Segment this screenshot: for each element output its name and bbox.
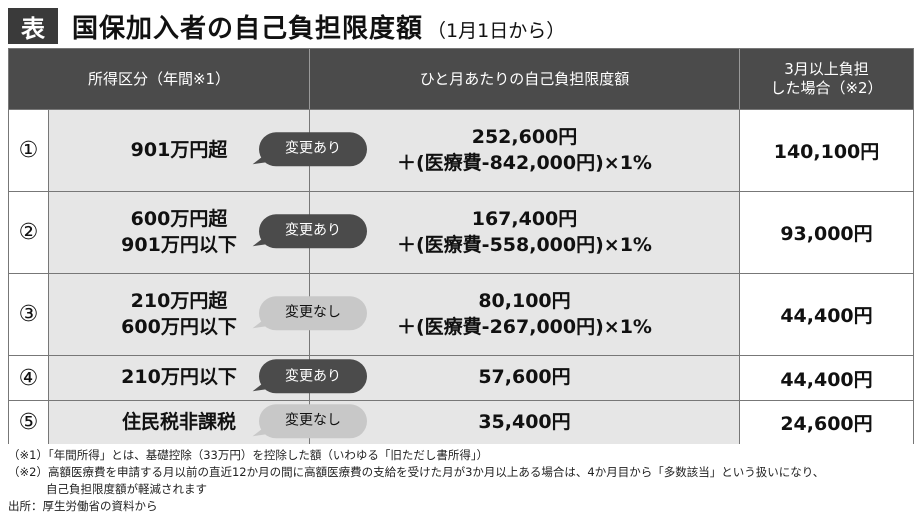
speech-tail-icon bbox=[251, 381, 267, 392]
deductible-table: 所得区分（年間※1） ひと月あたりの自己負担限度額 3月以上負担 した場合（※2… bbox=[8, 48, 914, 444]
income-class-line1: 901万円超 bbox=[130, 138, 228, 161]
income-class-cell: 住民税非課税 変更なし bbox=[49, 401, 367, 444]
change-badge-label: 変更あり bbox=[285, 140, 341, 157]
change-badge: 変更あり bbox=[251, 213, 367, 248]
row-number: ⑤ bbox=[9, 401, 49, 444]
monthly-limit-cell: 167,400円 ＋(医療費-558,000円)×1% bbox=[310, 192, 740, 273]
title-row: 表 国保加入者の自己負担限度額 （1月1日から） bbox=[8, 6, 565, 46]
change-badge-label: 変更あり bbox=[285, 367, 341, 384]
header-multiple-months: 3月以上負担 した場合（※2） bbox=[740, 49, 913, 109]
limit-formula: ＋(医療費-842,000円)×1% bbox=[397, 151, 652, 174]
limit-base: 80,100円 bbox=[478, 289, 571, 312]
monthly-limit-cell: 57,600円 bbox=[310, 356, 740, 400]
speech-tail-icon bbox=[251, 317, 267, 328]
change-badge-label: 変更なし bbox=[285, 304, 341, 321]
income-class-cell: 600万円超 901万円以下 変更あり bbox=[49, 192, 367, 273]
speech-tail-icon bbox=[251, 153, 267, 164]
footnote-2-continued: 自己負担限度額が軽減されます bbox=[46, 482, 207, 496]
footnote-1: （※1）「年間所得」とは、基礎控除（33万円）を控除した額（いわゆる「旧ただし書… bbox=[8, 448, 489, 462]
header-monthly-limit: ひと月あたりの自己負担限度額 bbox=[310, 49, 740, 109]
limit-formula: ＋(医療費-558,000円)×1% bbox=[397, 233, 652, 256]
income-class-line1: 600万円超 bbox=[130, 207, 228, 230]
change-badge: 変更あり bbox=[251, 131, 367, 166]
limit-formula: ＋(医療費-267,000円)×1% bbox=[397, 315, 652, 338]
source-note: 出所：厚生労働省の資料から bbox=[8, 499, 158, 513]
income-class-line2: 901万円以下 bbox=[121, 233, 237, 256]
header-over-line1: 3月以上負担 bbox=[784, 60, 869, 79]
limit-base: 35,400円 bbox=[478, 410, 571, 433]
monthly-limit-cell: 252,600円 ＋(医療費-842,000円)×1% bbox=[310, 110, 740, 191]
income-class-cell: 210万円超 600万円以下 変更なし bbox=[49, 274, 367, 355]
change-badge: 変更あり bbox=[251, 359, 367, 394]
speech-tail-icon bbox=[251, 425, 267, 436]
footnotes: （※1）「年間所得」とは、基礎控除（33万円）を控除した額（いわゆる「旧ただし書… bbox=[8, 447, 914, 515]
change-badge-label: 変更なし bbox=[285, 412, 341, 429]
table-row: ⑤ 住民税非課税 変更なし 35,400円 24,600円 bbox=[9, 401, 913, 444]
multiple-months-cell: 44,400円 bbox=[740, 274, 913, 355]
table-row: ② 600万円超 901万円以下 変更あり 167,400円 ＋(医療費-558… bbox=[9, 192, 913, 274]
table-row: ④ 210万円以下 変更あり 57,600円 44,400円 bbox=[9, 356, 913, 401]
row-number: ① bbox=[9, 110, 49, 191]
table-row: ③ 210万円超 600万円以下 変更なし 80,100円 ＋(医療費-267,… bbox=[9, 274, 913, 356]
limit-base: 167,400円 bbox=[471, 207, 578, 230]
income-class-line1: 210万円以下 bbox=[121, 366, 237, 389]
multiple-months-cell: 93,000円 bbox=[740, 192, 913, 273]
page-title: 国保加入者の自己負担限度額 bbox=[72, 13, 424, 44]
multiple-months-cell: 140,100円 bbox=[740, 110, 913, 191]
change-badge: 変更なし bbox=[251, 403, 367, 438]
table-tag: 表 bbox=[8, 8, 58, 44]
row-number: ③ bbox=[9, 274, 49, 355]
table-row: ① 901万円超 変更あり 252,600円 ＋(医療費-842,000円)×1… bbox=[9, 110, 913, 192]
footnote-2: （※2）高額医療費を申請する月以前の直近12か月の間に高額医療費の支給を受けた月… bbox=[8, 465, 825, 479]
limit-base: 57,600円 bbox=[478, 366, 571, 389]
change-badge: 変更なし bbox=[251, 295, 367, 330]
monthly-limit-cell: 35,400円 bbox=[310, 401, 740, 444]
monthly-limit-cell: 80,100円 ＋(医療費-267,000円)×1% bbox=[310, 274, 740, 355]
row-number: ② bbox=[9, 192, 49, 273]
change-badge-label: 変更あり bbox=[285, 222, 341, 239]
income-class-line2: 600万円以下 bbox=[121, 315, 237, 338]
multiple-months-cell: 44,400円 bbox=[740, 356, 913, 400]
income-class-line1: 210万円超 bbox=[130, 289, 228, 312]
page-subtitle: （1月1日から） bbox=[427, 19, 566, 42]
income-class-line1: 住民税非課税 bbox=[121, 410, 236, 433]
header-income-class: 所得区分（年間※1） bbox=[9, 49, 310, 109]
multiple-months-cell: 24,600円 bbox=[740, 401, 913, 444]
header-over-line2: した場合（※2） bbox=[770, 79, 883, 97]
table-header: 所得区分（年間※1） ひと月あたりの自己負担限度額 3月以上負担 した場合（※2… bbox=[9, 49, 913, 110]
row-number: ④ bbox=[9, 356, 49, 400]
income-class-cell: 210万円以下 変更あり bbox=[49, 356, 367, 400]
speech-tail-icon bbox=[251, 235, 267, 246]
limit-base: 252,600円 bbox=[471, 125, 578, 148]
income-class-cell: 901万円超 変更あり bbox=[49, 110, 367, 191]
